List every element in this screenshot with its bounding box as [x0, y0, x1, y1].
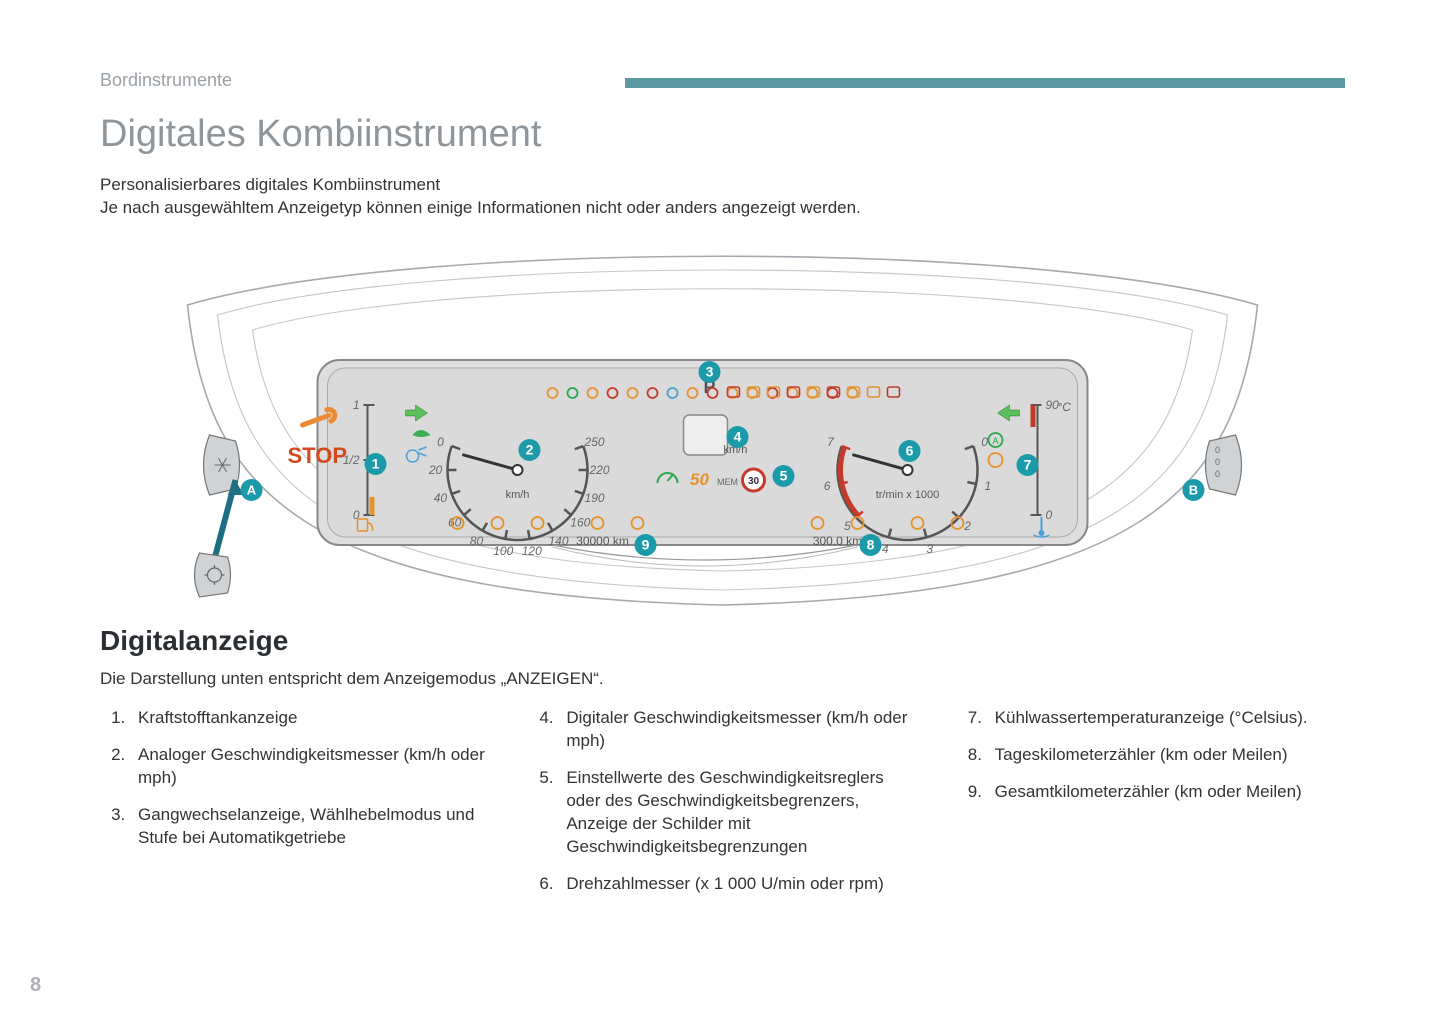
svg-text:50: 50 [690, 470, 709, 489]
svg-text:0: 0 [981, 435, 988, 449]
legend-columns: Kraftstofftankanzeige Analoger Geschwind… [100, 707, 1345, 910]
legend-item: Digitaler Geschwindigkeitsmesser (km/h o… [558, 707, 916, 753]
svg-text:220: 220 [588, 463, 609, 477]
legend-item: Drehzahlmesser (x 1 000 U/min oder rpm) [558, 873, 916, 896]
subsection-title: Digitalanzeige [100, 625, 1345, 657]
svg-text:km/h: km/h [506, 489, 530, 501]
svg-text:tr/min x 1000: tr/min x 1000 [876, 489, 940, 501]
svg-text:1: 1 [985, 479, 992, 493]
instrument-svg: 000020406080100120140160190220250km/h012… [100, 245, 1345, 615]
svg-text:2: 2 [526, 442, 534, 458]
svg-text:4: 4 [734, 429, 742, 445]
svg-text:30000 km: 30000 km [576, 534, 629, 548]
page: Bordinstrumente Digitales Kombiinstrumen… [0, 0, 1445, 1025]
svg-text:3: 3 [926, 542, 933, 556]
svg-text:MEM: MEM [717, 477, 738, 487]
svg-text:120: 120 [522, 544, 542, 558]
legend-item: Tageskilometerzähler (km oder Meilen) [987, 744, 1345, 767]
svg-text:0: 0 [1215, 457, 1220, 467]
svg-text:A: A [992, 436, 998, 446]
svg-text:190: 190 [585, 491, 605, 505]
svg-text:5: 5 [844, 519, 851, 533]
svg-text:0: 0 [1046, 508, 1053, 522]
svg-text:°C: °C [1058, 400, 1072, 414]
svg-text:A: A [247, 482, 257, 497]
subsection-intro: Die Darstellung unten entspricht dem Anz… [100, 669, 1345, 689]
svg-text:2: 2 [963, 519, 971, 533]
svg-text:6: 6 [824, 479, 831, 493]
legend-item: Einstellwerte des Geschwindigkeitsregler… [558, 767, 916, 859]
svg-text:0: 0 [1215, 469, 1220, 479]
legend-item: Analoger Geschwindigkeitsmesser (km/h od… [130, 744, 488, 790]
svg-text:0: 0 [1215, 445, 1220, 455]
svg-text:8: 8 [867, 537, 875, 553]
svg-text:160: 160 [570, 516, 590, 530]
svg-text:0: 0 [353, 508, 360, 522]
legend-item: Kraftstofftankanzeige [130, 707, 488, 730]
svg-text:3: 3 [706, 364, 714, 380]
intro-line-1: Personalisierbares digitales Kombiinstru… [100, 175, 440, 194]
intro-text: Personalisierbares digitales Kombiinstru… [100, 174, 1345, 220]
svg-text:9: 9 [642, 537, 650, 553]
svg-text:0: 0 [437, 435, 444, 449]
instrument-diagram: 000020406080100120140160190220250km/h012… [100, 245, 1345, 615]
svg-text:5: 5 [780, 468, 788, 484]
legend-item: Gesamtkilometerzähler (km oder Meilen) [987, 781, 1345, 804]
svg-text:7: 7 [1024, 457, 1032, 473]
svg-text:100: 100 [493, 544, 513, 558]
legend-col-3: Kühlwassertemperaturanzeige (°Celsius). … [957, 707, 1345, 910]
legend-item: Kühlwassertemperaturanzeige (°Celsius). [987, 707, 1345, 730]
svg-text:STOP: STOP [288, 443, 348, 468]
svg-text:80: 80 [470, 534, 484, 548]
svg-text:250: 250 [584, 435, 605, 449]
svg-text:40: 40 [434, 491, 448, 505]
intro-line-2: Je nach ausgewähltem Anzeigetyp können e… [100, 198, 861, 217]
legend-item: Gangwechselanzeige, Wählhebelmodus und S… [130, 804, 488, 850]
page-number: 8 [30, 974, 41, 997]
header-accent-bar [625, 78, 1345, 88]
legend-col-1: Kraftstofftankanzeige Analoger Geschwind… [100, 707, 488, 910]
svg-text:4: 4 [882, 542, 889, 556]
svg-text:1: 1 [372, 456, 380, 472]
page-title: Digitales Kombiinstrument [100, 113, 1345, 156]
svg-text:1: 1 [353, 398, 360, 412]
legend-col-2: Digitaler Geschwindigkeitsmesser (km/h o… [528, 707, 916, 910]
svg-text:20: 20 [428, 463, 443, 477]
svg-text:6: 6 [906, 443, 914, 459]
svg-text:30: 30 [748, 476, 760, 487]
svg-text:B: B [1189, 482, 1198, 497]
